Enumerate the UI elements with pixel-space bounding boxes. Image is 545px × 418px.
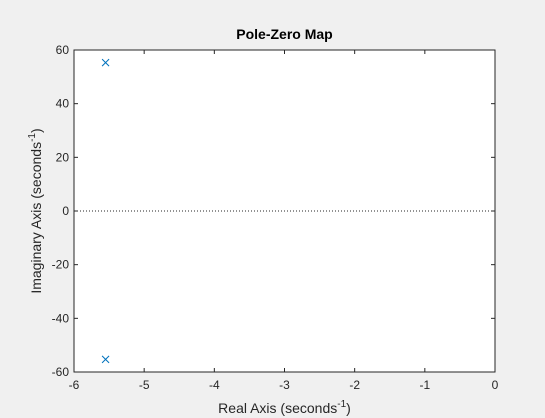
y-tick-label: -60 <box>52 365 70 379</box>
x-tick-label: -3 <box>279 378 290 392</box>
x-axis-title-prefix: Real Axis (seconds <box>218 400 337 416</box>
y-axis-title-suffix: ) <box>28 128 44 133</box>
x-axis-ticks: -6 -5 -4 -3 -2 -1 0 <box>69 50 499 392</box>
x-tick-label: -1 <box>419 378 430 392</box>
y-axis-title: Imaginary Axis (seconds-1) <box>27 128 44 293</box>
x-axis-title: Real Axis (seconds-1) <box>218 399 351 416</box>
y-tick-label: 60 <box>56 43 70 57</box>
x-tick-label: -6 <box>69 378 80 392</box>
x-tick-label: -2 <box>349 378 360 392</box>
chart-title: Pole-Zero Map <box>236 26 332 42</box>
y-axis-title-prefix: Imaginary Axis (seconds <box>28 142 44 294</box>
y-tick-label: 40 <box>56 97 70 111</box>
y-axis-title-superscript: -1 <box>27 133 38 142</box>
pole-marker-stroke-b <box>101 355 110 364</box>
x-axis-title-superscript: -1 <box>337 399 346 410</box>
y-axis-ticks: -60 -40 -20 0 20 40 60 <box>52 43 495 379</box>
pole-marker <box>101 58 110 67</box>
x-tick-label: -5 <box>139 378 150 392</box>
y-tick-label: 20 <box>56 150 70 164</box>
y-tick-label: -40 <box>52 311 70 325</box>
pole-markers <box>101 58 110 364</box>
x-tick-label: 0 <box>492 378 499 392</box>
y-tick-label: -20 <box>52 258 70 272</box>
pole-marker-stroke-b <box>101 58 110 67</box>
pole-marker <box>101 355 110 364</box>
y-tick-label: 0 <box>62 204 69 218</box>
x-tick-label: -4 <box>209 378 220 392</box>
x-axis-title-suffix: ) <box>346 400 351 416</box>
